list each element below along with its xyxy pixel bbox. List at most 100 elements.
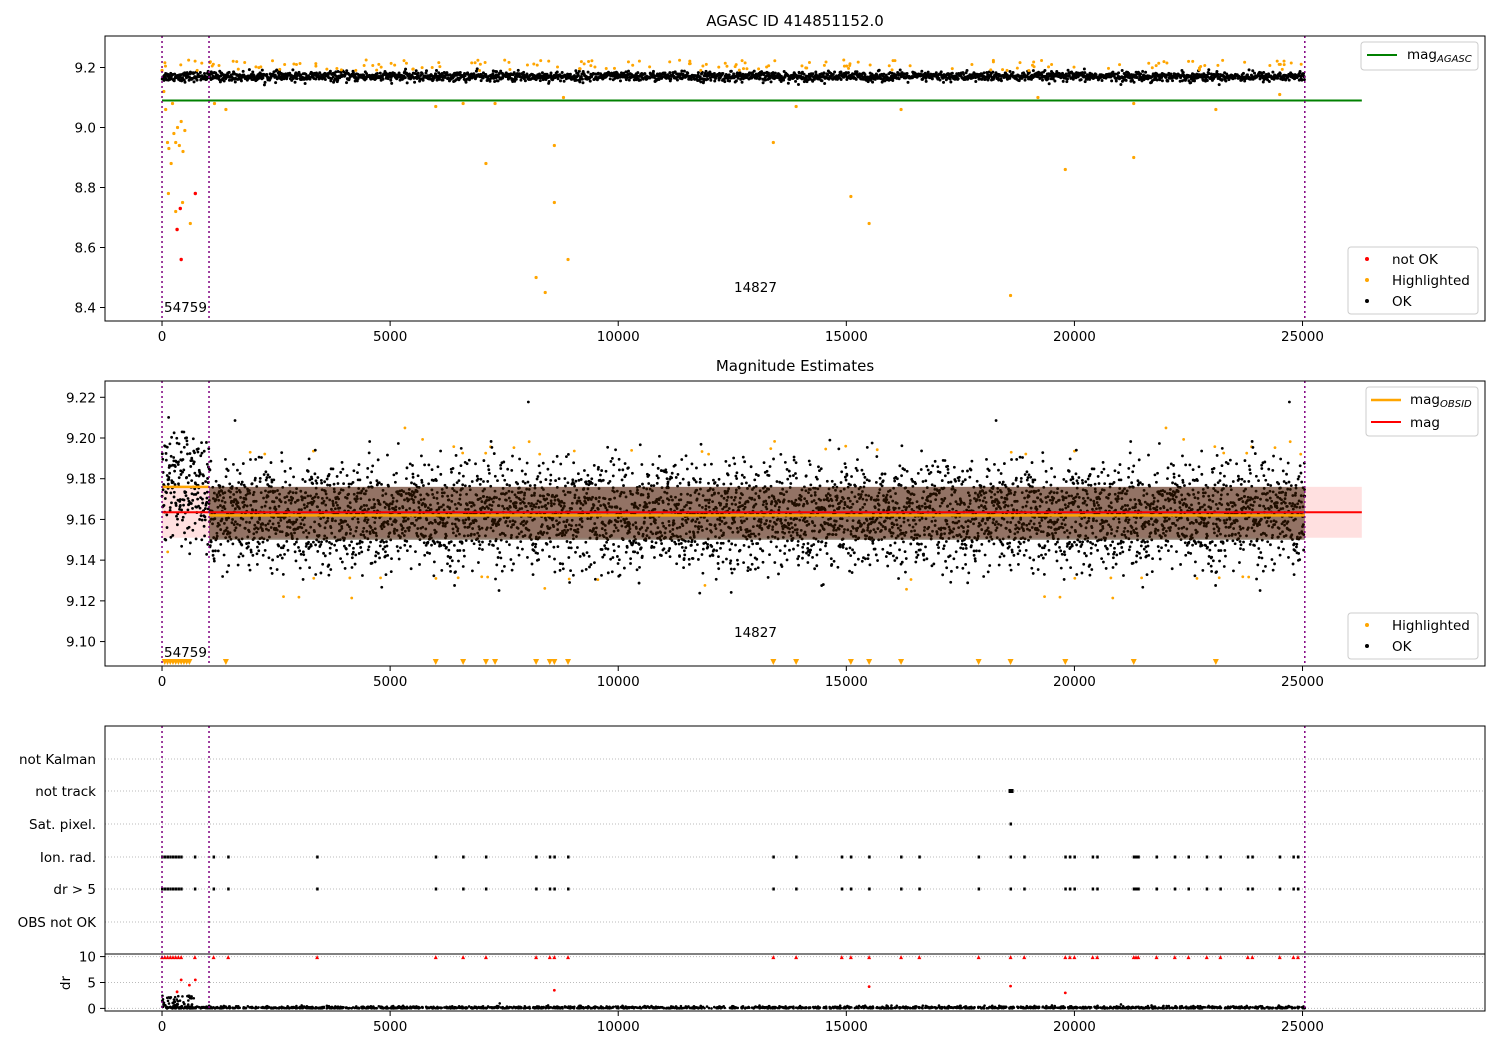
ok-point <box>212 557 216 561</box>
ok-point <box>164 452 168 455</box>
ok-point <box>604 469 608 473</box>
highlighted-point <box>283 63 287 67</box>
highlighted-point <box>1118 63 1122 67</box>
highlighted-point <box>1299 62 1303 66</box>
highlighted-point <box>572 449 576 453</box>
ok-point <box>580 77 584 81</box>
ok-point <box>410 481 413 485</box>
ok-point <box>1119 82 1123 86</box>
panel1-legend-top[interactable]: magAGASC <box>1360 41 1479 71</box>
ok-point <box>270 480 274 484</box>
ok-point <box>758 76 762 80</box>
ok-point <box>196 447 200 451</box>
ok-point <box>526 400 530 404</box>
ok-point <box>706 77 710 81</box>
ok-point <box>377 551 380 555</box>
ok-point <box>221 575 225 578</box>
highlighted-point <box>243 61 247 65</box>
ok-point <box>696 71 700 75</box>
highlighted-point <box>188 221 192 226</box>
ok-point <box>182 503 185 507</box>
ok-point <box>606 547 610 551</box>
ok-point <box>336 482 340 485</box>
ok-point <box>192 460 196 464</box>
ok-point <box>477 561 480 564</box>
ok-point <box>205 441 208 444</box>
ok-point <box>823 82 827 86</box>
ok-point <box>318 71 322 75</box>
ok-point <box>413 80 417 84</box>
ok-point <box>472 73 476 77</box>
ok-point <box>211 549 215 553</box>
ok-point <box>1227 78 1231 82</box>
highlighted-point <box>1191 59 1195 63</box>
ok-point <box>475 67 479 71</box>
panel1-legend-bottom[interactable]: not OK Highlighted OK <box>1347 246 1479 315</box>
ok-point <box>446 76 450 80</box>
ok-point <box>411 475 415 479</box>
ok-point <box>561 567 565 571</box>
ok-point <box>525 72 529 76</box>
highlighted-point <box>1157 61 1161 65</box>
ok-point <box>531 573 535 577</box>
ok-point <box>991 70 995 74</box>
ok-point <box>510 568 514 572</box>
ok-point <box>624 78 628 82</box>
ok-point <box>624 550 628 554</box>
highlighted-point <box>503 58 507 62</box>
ok-point <box>1094 73 1098 77</box>
ok-point <box>375 72 379 76</box>
ok-point <box>233 419 237 422</box>
ok-point <box>1083 71 1087 75</box>
ok-point <box>482 480 485 483</box>
highlighted-point <box>312 576 316 580</box>
ok-point <box>538 471 542 475</box>
ok-point <box>576 546 579 549</box>
ok-point <box>534 78 538 82</box>
highlighted-point <box>1001 68 1005 72</box>
ok-point <box>769 80 773 84</box>
ok-point <box>600 469 604 472</box>
ok-point <box>224 475 228 479</box>
ok-point <box>236 563 240 567</box>
ok-point <box>572 461 576 465</box>
ok-point <box>177 460 180 464</box>
ok-point <box>499 69 503 73</box>
ok-point <box>227 70 231 74</box>
ok-point <box>267 556 271 560</box>
ok-point <box>920 69 924 73</box>
ok-point <box>261 540 265 544</box>
ok-point <box>618 573 622 577</box>
ok-point <box>247 68 251 72</box>
ok-point <box>330 542 334 546</box>
ok-point <box>547 80 551 84</box>
ok-point <box>295 540 298 544</box>
ok-point <box>453 584 456 587</box>
ok-point <box>427 463 431 467</box>
ok-point <box>196 497 200 501</box>
ok-point <box>341 467 345 471</box>
ok-point <box>493 80 497 84</box>
highlighted-point <box>403 426 407 430</box>
ok-point <box>171 534 175 537</box>
ok-point <box>306 469 310 473</box>
highlighted-point <box>476 58 480 62</box>
ok-point <box>463 72 467 76</box>
ok-point <box>186 481 190 485</box>
ok-point <box>508 484 512 487</box>
ok-point <box>232 462 235 466</box>
ok-point <box>343 567 347 570</box>
ok-point <box>257 455 261 459</box>
highlighted-point <box>991 58 995 62</box>
ok-point <box>275 568 279 571</box>
highlighted-point <box>1150 66 1154 70</box>
ok-point <box>689 77 693 81</box>
ok-point <box>590 477 594 481</box>
ok-point <box>622 71 626 75</box>
ok-point <box>432 574 436 578</box>
ok-point <box>284 480 287 484</box>
ok-point <box>434 479 438 482</box>
ok-point <box>386 453 389 457</box>
ok-point <box>227 564 231 567</box>
highlighted-point <box>1030 63 1034 67</box>
